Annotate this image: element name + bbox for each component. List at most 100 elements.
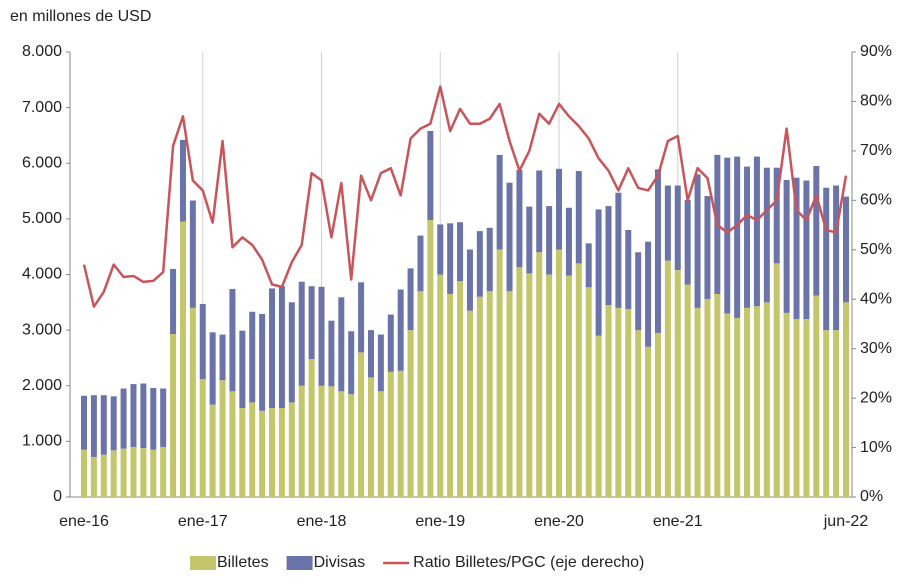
bar [318, 385, 325, 497]
bar [813, 166, 820, 296]
bar [447, 223, 454, 294]
bar [466, 310, 473, 497]
bar [803, 319, 810, 497]
y-tick-label: 8.000 [22, 43, 62, 60]
bar [823, 330, 830, 497]
bar [219, 334, 226, 381]
bar [90, 395, 97, 457]
bar [229, 391, 236, 497]
line [82, 85, 848, 308]
bar [457, 222, 464, 282]
bar [763, 167, 770, 303]
bar [724, 313, 731, 497]
bar [674, 270, 681, 497]
bar [140, 448, 147, 497]
bar [81, 449, 87, 497]
legend-label: Ratio Billetes/PGC (eje derecho) [413, 554, 644, 571]
bar [308, 359, 315, 497]
bar [773, 167, 780, 264]
y2-tick-label: 80% [860, 93, 892, 110]
bar [387, 314, 394, 372]
bar [209, 332, 216, 405]
bar [259, 410, 266, 497]
bar [664, 260, 671, 497]
bar [407, 330, 414, 497]
bar [714, 293, 721, 497]
bar [150, 449, 157, 497]
bar [763, 302, 770, 497]
y-tick-label: 2.000 [22, 377, 62, 394]
bar [704, 298, 711, 497]
bar [753, 156, 760, 307]
bar [536, 252, 543, 497]
x-tick-label: ene-18 [297, 513, 347, 530]
bar [625, 308, 632, 497]
bar [813, 295, 820, 497]
bar [160, 446, 167, 497]
bar [358, 282, 365, 353]
bar [259, 313, 266, 411]
bar [694, 307, 701, 497]
y2-tick-label: 40% [860, 290, 892, 307]
bar [635, 330, 642, 497]
bar [239, 330, 246, 408]
bar [417, 235, 424, 292]
bar [734, 156, 741, 318]
y-tick-label: 4.000 [22, 266, 62, 283]
bar [199, 303, 206, 380]
bar [694, 174, 701, 308]
bar [417, 291, 424, 497]
x-tick-label: ene-19 [415, 513, 465, 530]
bar [427, 130, 434, 220]
y-tick-label: 6.000 [22, 154, 62, 171]
bar [377, 391, 384, 497]
x-tick-label: ene-16 [59, 513, 109, 530]
bar [338, 391, 345, 497]
y-tick-label: 7.000 [22, 99, 62, 116]
legend-label: Billetes [217, 554, 269, 571]
bar [516, 267, 523, 497]
bar [744, 307, 751, 497]
bar [120, 448, 127, 497]
bar [476, 296, 483, 497]
bar [803, 180, 810, 319]
bar [496, 154, 503, 250]
bar [833, 330, 840, 497]
y2-tick-label: 20% [860, 389, 892, 406]
bar [526, 206, 533, 274]
bar [397, 370, 404, 497]
bar [288, 302, 295, 403]
bar [358, 352, 365, 497]
bar [269, 288, 276, 408]
bar [209, 404, 216, 497]
bar [843, 196, 849, 303]
bar [654, 332, 661, 497]
y2-tick-label: 60% [860, 192, 892, 209]
bar [427, 219, 434, 498]
bar [100, 395, 107, 455]
bar [664, 185, 671, 261]
bar [170, 268, 177, 335]
bar [595, 335, 602, 497]
y-tick-label: 5.000 [22, 210, 62, 227]
bar [348, 331, 355, 395]
bar [684, 199, 691, 285]
bar [635, 252, 642, 331]
y2-tick-label: 90% [860, 43, 892, 60]
bar [160, 388, 167, 447]
bar [110, 396, 117, 451]
bar [179, 221, 186, 497]
bar [278, 286, 285, 408]
y-axis-label: en millones de USD [10, 8, 151, 25]
bar [744, 166, 751, 308]
y-tick-label: 0 [53, 488, 62, 505]
bar [298, 385, 305, 497]
bar [843, 302, 849, 497]
bar [367, 377, 374, 497]
bar [546, 274, 553, 497]
y-tick-label: 1.000 [22, 433, 62, 450]
bar [437, 224, 444, 275]
bar [734, 317, 741, 497]
bar [318, 286, 325, 386]
bar [170, 334, 177, 497]
